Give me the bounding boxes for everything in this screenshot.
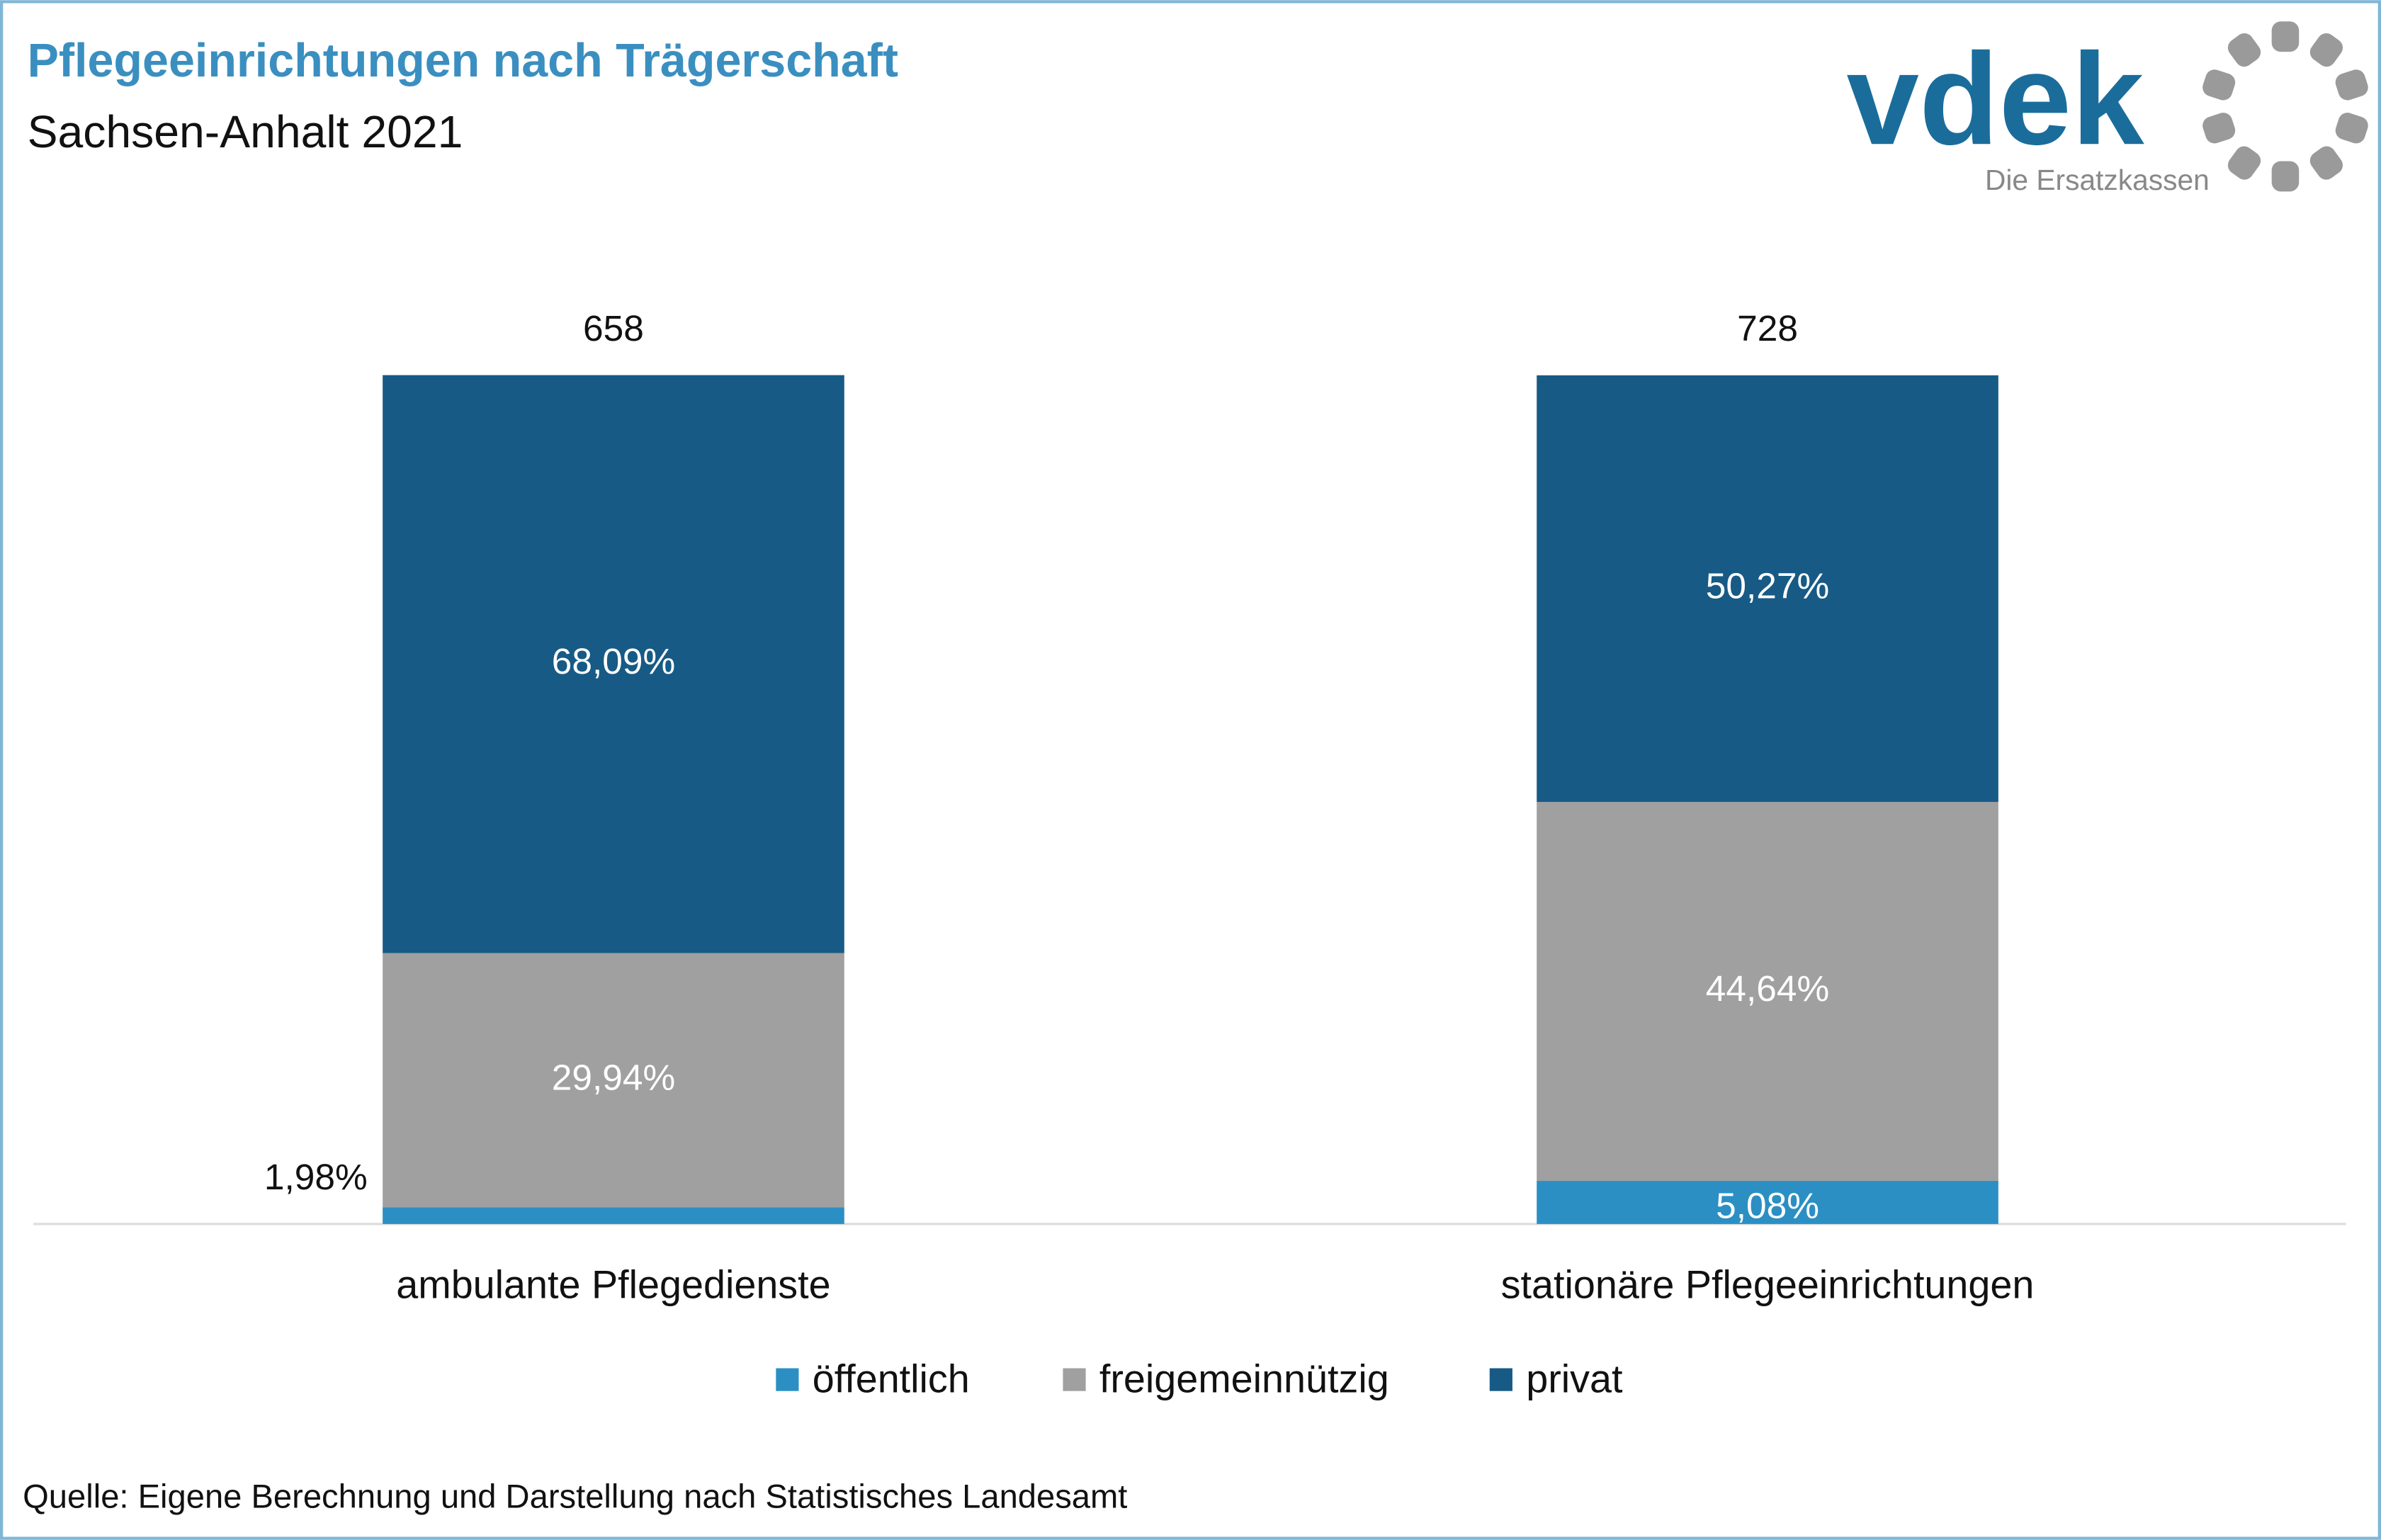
legend-label: freigemeinnützig (1099, 1357, 1389, 1401)
logo-name: vdek (1846, 26, 2144, 172)
legend-label: privat (1526, 1357, 1623, 1401)
logo-dot (2227, 146, 2261, 180)
data-label: 5,08% (1716, 1185, 1819, 1226)
chart-title: Pflegeeinrichtungen nach Trägerschaft (28, 35, 898, 87)
bar-segment (1537, 802, 1998, 1182)
legend-swatch (1063, 1368, 1086, 1391)
logo-dot (2271, 21, 2300, 52)
logo-dot (2271, 161, 2300, 192)
x-tick-label: ambulante Pflegedienste (396, 1263, 830, 1307)
logo-dot (2202, 69, 2236, 101)
logo-ring (2202, 21, 2368, 192)
bar-segment (1537, 1181, 1998, 1224)
x-tick-label: stationäre Pflegeeinrichtungen (1501, 1263, 2035, 1307)
data-label: 1,98% (264, 1156, 368, 1197)
logo-dot (2227, 33, 2261, 67)
logo-tagline: Die Ersatzkassen (1985, 164, 2210, 196)
chart-subtitle: Sachsen-Anhalt 2021 (28, 106, 463, 157)
data-label: 29,94% (552, 1056, 675, 1097)
logo-dot (2335, 113, 2368, 144)
logo-dot (2309, 146, 2343, 180)
legend-swatch (776, 1368, 799, 1391)
source: Quelle: Eigene Berechnung und Darstellun… (23, 1477, 1127, 1514)
legend-label: öffentlich (813, 1357, 970, 1401)
bar-segment (383, 953, 844, 1208)
logo-dot (2202, 113, 2236, 144)
bar-segment (383, 375, 844, 953)
logo-dot (2309, 33, 2343, 67)
total-label: 658 (583, 307, 644, 349)
data-label: 44,64% (1706, 968, 1829, 1009)
data-label: 68,09% (552, 640, 675, 681)
logo-dot (2335, 69, 2368, 101)
bar-segment (1537, 375, 1998, 803)
legend-swatch (1489, 1368, 1512, 1391)
data-label: 50,27% (1706, 565, 1829, 606)
total-label: 728 (1737, 307, 1798, 349)
bar-segment (383, 1207, 844, 1224)
